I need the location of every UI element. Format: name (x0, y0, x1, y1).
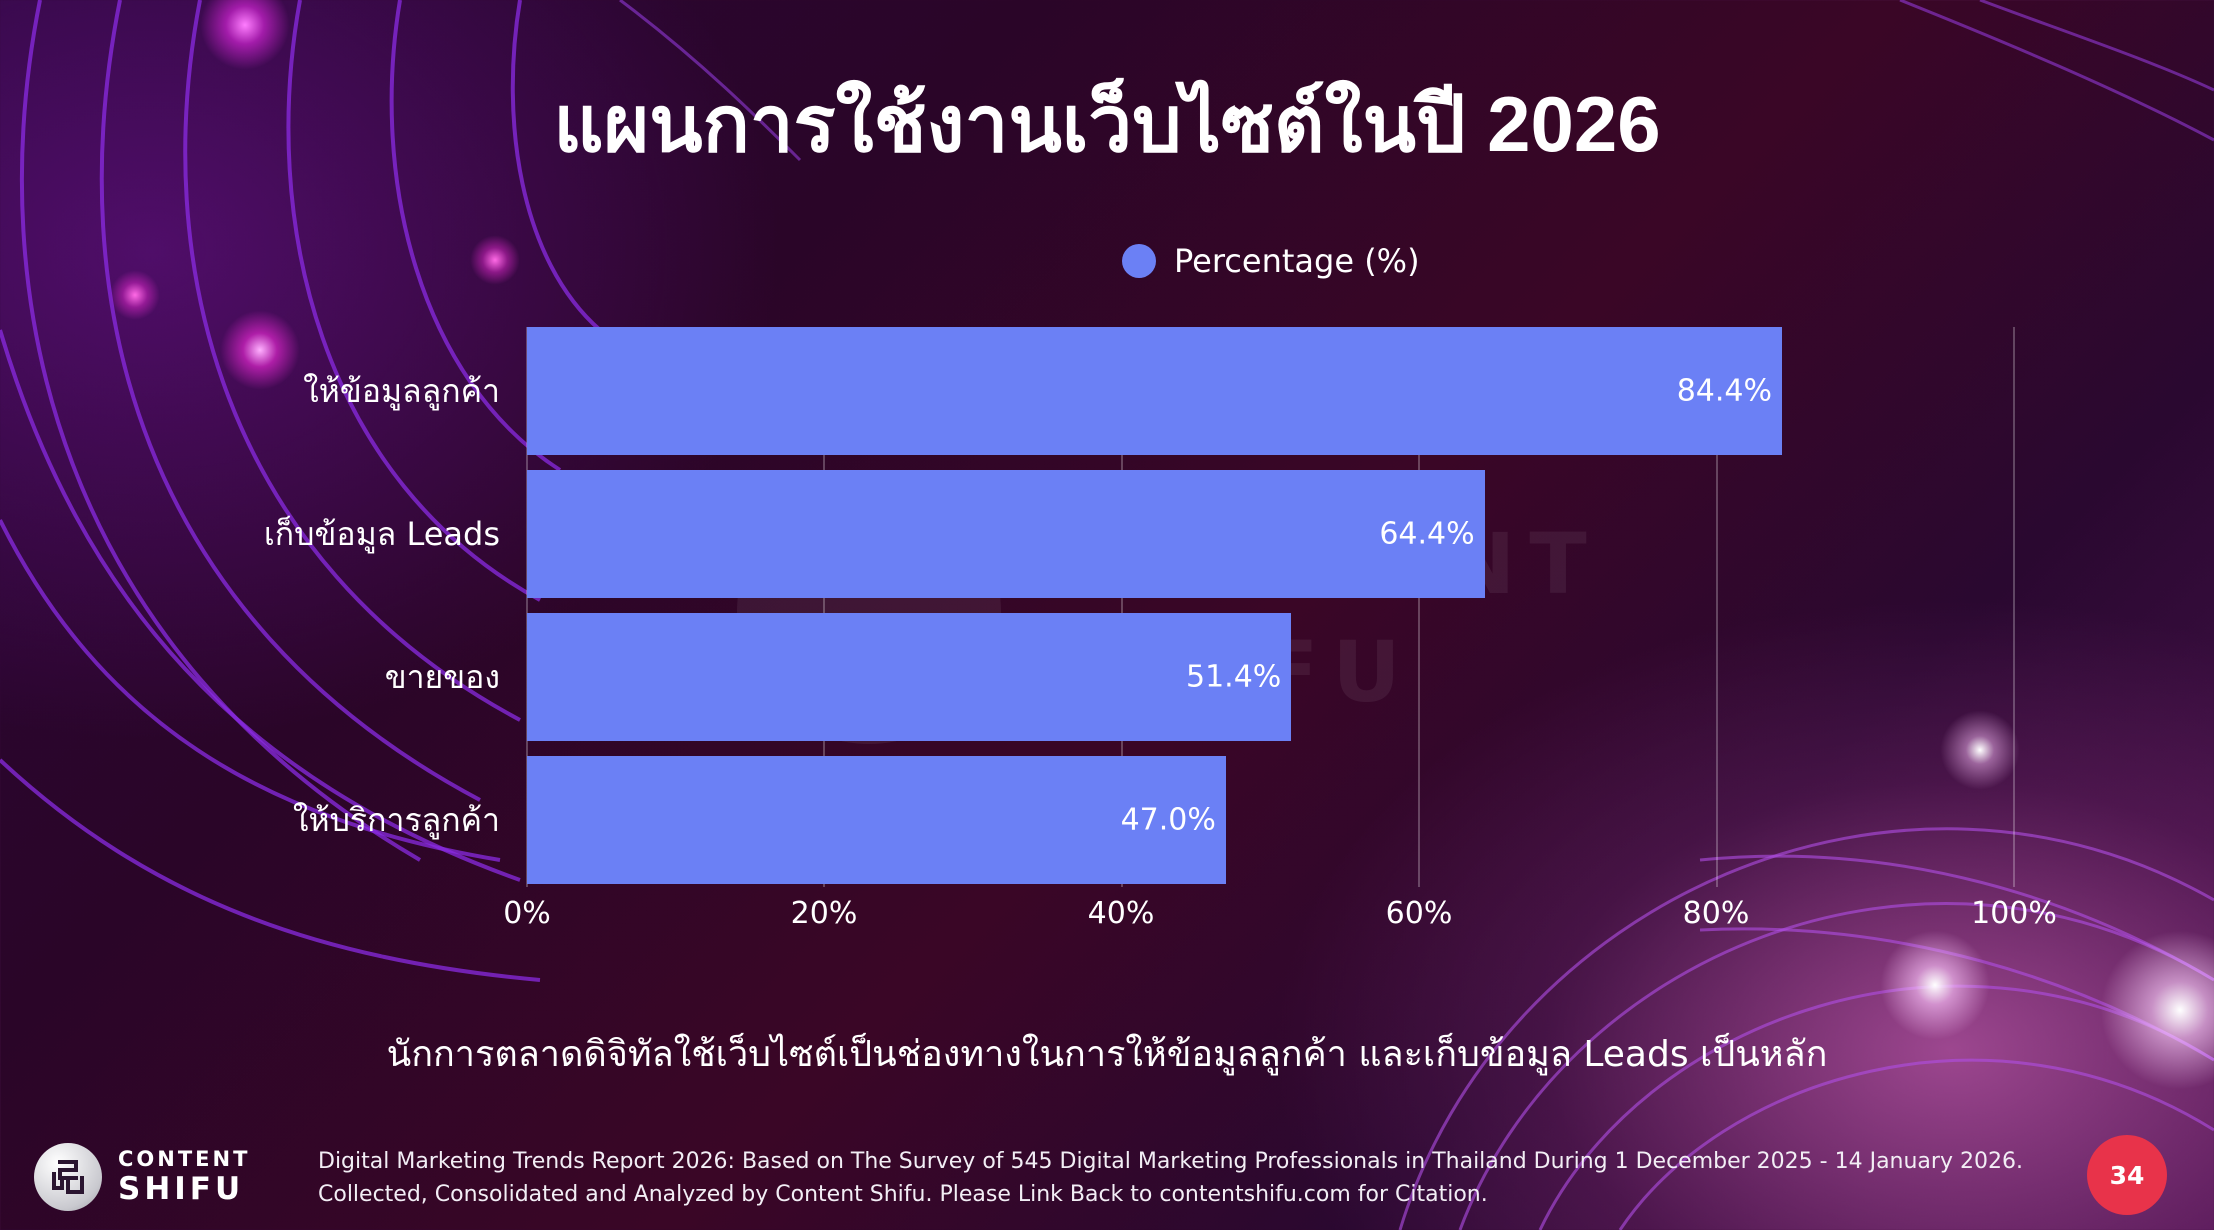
source-line-2: Collected, Consolidated and Analyzed by … (318, 1182, 1488, 1207)
x-tick-label: 40% (1087, 896, 1155, 931)
logo-line1: CONTENT (118, 1147, 251, 1171)
category-label: ขายของ (384, 658, 500, 696)
gridline-40 (1121, 327, 1123, 887)
x-tick-label: 20% (790, 896, 858, 931)
category-label: ให้บริการลูกค้า (292, 801, 500, 839)
category-label: เก็บข้อมูล Leads (263, 515, 500, 553)
source-footnote: Digital Marketing Trends Report 2026: Ba… (318, 1145, 2023, 1211)
gridline-0 (526, 327, 528, 887)
bar: 84.4% (527, 327, 1783, 455)
chart-legend: Percentage (%) (1122, 242, 1420, 280)
glow-spot (470, 235, 520, 285)
legend-label: Percentage (%) (1174, 242, 1420, 280)
bar-value-label: 51.4% (1186, 659, 1282, 695)
source-line-1: Digital Marketing Trends Report 2026: Ba… (318, 1149, 2023, 1174)
glow-spot (200, 0, 290, 70)
page-number-badge: 34 (2087, 1135, 2167, 1215)
x-tick-label: 80% (1682, 896, 1750, 931)
glow-spot (1880, 930, 1990, 1040)
brand-logo: CONTENT SHIFU (34, 1143, 250, 1211)
bar: 51.4% (527, 613, 1292, 741)
x-tick-label: 60% (1385, 896, 1453, 931)
x-tick-label: 0% (503, 896, 551, 931)
gridline-100 (2013, 327, 2015, 887)
logo-line2: SHIFU (118, 1171, 245, 1207)
bar-value-label: 84.4% (1676, 373, 1773, 409)
circle-marker-icon (1122, 244, 1156, 278)
chart-caption: นักการตลาดดิจิทัลใช้เว็บไซต์เป็นช่องทางใ… (386, 1034, 1828, 1075)
gridline-60 (1418, 327, 1420, 887)
bar: 64.4% (527, 470, 1485, 598)
bar: 47.0% (527, 756, 1226, 884)
gridline-80 (1716, 327, 1718, 887)
glow-spot (110, 270, 160, 320)
category-label: ให้ข้อมูลลูกค้า (303, 372, 500, 410)
glow-spot (220, 310, 300, 390)
bar-value-label: 64.4% (1379, 516, 1475, 552)
content-shifu-logo-icon (34, 1143, 102, 1211)
x-tick-label: 100% (1971, 896, 2057, 931)
bar-chart-plot: 84.4% 64.4% 51.4% 47.0% (526, 327, 2015, 887)
gridline-20 (823, 327, 825, 887)
bar-value-label: 47.0% (1120, 802, 1216, 838)
page-title: แผนการใช้งานเว็บไซต์ในปี 2026 (553, 80, 1661, 168)
